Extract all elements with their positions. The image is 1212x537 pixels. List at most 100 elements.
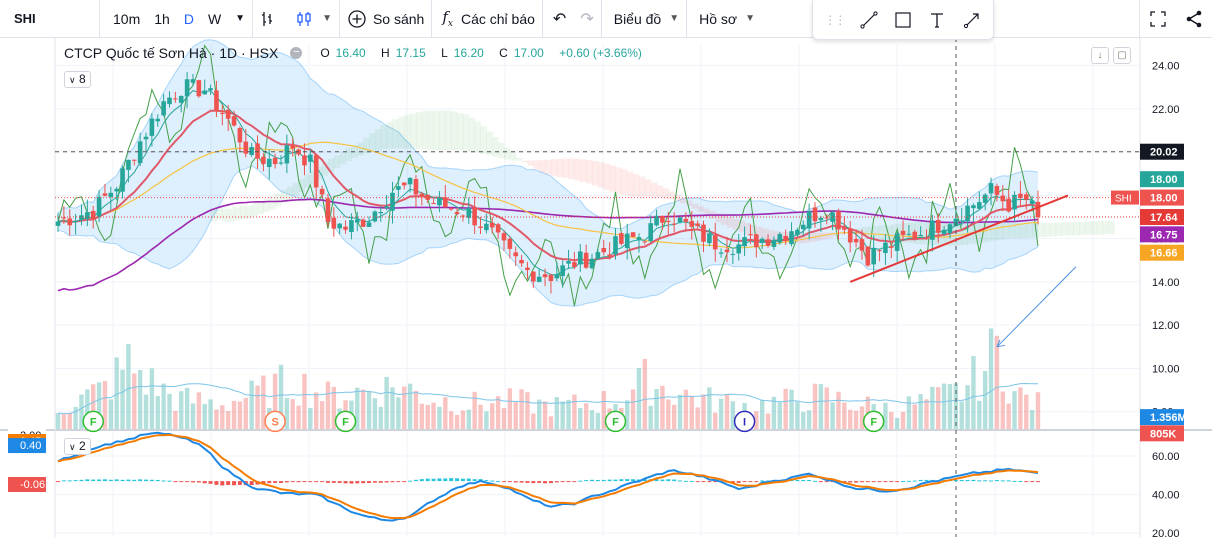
candle-body bbox=[677, 217, 683, 222]
maximize-pane-icon[interactable]: ▢ bbox=[1113, 47, 1131, 64]
text-icon[interactable] bbox=[927, 10, 947, 30]
macd-line bbox=[57, 431, 1039, 522]
compare-button[interactable]: So sánh bbox=[340, 0, 431, 38]
interval-d[interactable]: D bbox=[183, 10, 194, 27]
arrow-head-icon bbox=[996, 339, 1006, 348]
chart-type-menu[interactable]: Biểu đồ ▼ bbox=[602, 0, 686, 38]
histogram-bar bbox=[854, 481, 859, 483]
cloud-segment bbox=[316, 166, 323, 180]
volume-bar bbox=[214, 409, 219, 429]
histogram-bar bbox=[1012, 480, 1017, 482]
candle-body bbox=[178, 96, 184, 103]
candle-body bbox=[906, 233, 912, 235]
candle-body bbox=[865, 246, 871, 266]
rectangle-icon[interactable] bbox=[893, 10, 913, 30]
minus-icon[interactable]: − bbox=[290, 47, 303, 59]
cloud-segment bbox=[462, 114, 470, 151]
price-tick: 22.00 bbox=[1152, 104, 1180, 116]
undo-button[interactable]: ↶ bbox=[543, 0, 573, 38]
ma-mid-line bbox=[57, 141, 1039, 249]
histogram-bar bbox=[736, 481, 741, 483]
cloud-segment bbox=[357, 142, 364, 156]
volume-bar bbox=[513, 401, 518, 429]
histogram-bar bbox=[607, 479, 612, 482]
interval-w[interactable]: W bbox=[207, 10, 222, 27]
price-badge-text: 17.64 bbox=[1150, 212, 1178, 224]
cloud-segment bbox=[638, 176, 646, 197]
price-badge-bg bbox=[1140, 143, 1184, 160]
candle-body bbox=[683, 218, 689, 222]
cloud-segment bbox=[785, 232, 793, 243]
move-down-icon[interactable]: ↓ bbox=[1091, 47, 1109, 64]
change-value: +0.60 (+3.66%) bbox=[559, 46, 642, 60]
volume-bar bbox=[889, 411, 894, 429]
histogram-bar bbox=[278, 481, 283, 483]
trend-line-icon[interactable] bbox=[859, 10, 879, 30]
candle-body bbox=[437, 197, 442, 206]
volume-bar bbox=[290, 399, 295, 429]
candle-body bbox=[1023, 194, 1029, 200]
histogram-bar bbox=[226, 481, 231, 486]
osc-badge-text: -0.06 bbox=[20, 479, 45, 491]
bar-style-button[interactable] bbox=[253, 0, 287, 38]
histogram-bar bbox=[953, 479, 958, 482]
volume-bar bbox=[79, 394, 84, 429]
chart-canvas[interactable]: FSFFIF24.0022.0020.0018.0016.0014.0012.0… bbox=[0, 38, 1212, 537]
volume-bar bbox=[466, 409, 471, 429]
volume-bar bbox=[977, 400, 982, 429]
volume-bar bbox=[765, 413, 771, 429]
cloud-segment bbox=[210, 208, 217, 222]
histogram-bar bbox=[343, 481, 348, 484]
histogram-bar bbox=[525, 481, 530, 483]
candle-body bbox=[583, 252, 589, 268]
volume-bar bbox=[384, 376, 389, 429]
histogram-bar bbox=[202, 481, 207, 484]
candle-body bbox=[730, 253, 736, 255]
ma-long-line bbox=[57, 198, 1039, 292]
cloud-segment bbox=[280, 189, 288, 203]
histogram-bar bbox=[678, 480, 683, 482]
main-pane-indicators-toggle[interactable]: ∨ 8 bbox=[64, 71, 91, 88]
candle-style-button[interactable]: ▼ bbox=[287, 0, 339, 38]
candle-body bbox=[167, 97, 172, 105]
osc-pane-indicators-toggle[interactable]: ∨ 2 bbox=[64, 438, 91, 455]
candle-body bbox=[443, 197, 448, 208]
fullscreen-button[interactable] bbox=[1140, 0, 1176, 38]
cloud-segment bbox=[533, 160, 540, 170]
volume-bar bbox=[660, 385, 665, 429]
cloud-segment bbox=[715, 213, 722, 223]
candle-body bbox=[255, 143, 260, 159]
interval-10m[interactable]: 10m bbox=[113, 10, 141, 27]
volume-bar bbox=[853, 410, 859, 429]
histogram-bar bbox=[701, 481, 706, 483]
redo-button[interactable]: ↷ bbox=[573, 0, 600, 38]
candle-body bbox=[90, 210, 96, 219]
drag-handle-icon[interactable]: ⋮⋮ bbox=[824, 12, 846, 27]
cloud-segment bbox=[574, 158, 581, 181]
candle-body bbox=[319, 188, 325, 195]
candle-body bbox=[965, 205, 970, 222]
interval-dropdown[interactable]: ▼ bbox=[228, 0, 252, 38]
histogram-bar bbox=[1030, 481, 1035, 483]
price-badge-text: 18.00 bbox=[1150, 193, 1178, 205]
candle-body bbox=[812, 207, 818, 222]
cloud-segment bbox=[656, 185, 663, 198]
candle-body bbox=[278, 162, 284, 164]
interval-1h[interactable]: 1h bbox=[154, 10, 170, 27]
candle-body bbox=[888, 246, 894, 248]
candle-body bbox=[894, 233, 900, 251]
chevron-down-icon: ▼ bbox=[322, 13, 332, 24]
event-label: S bbox=[271, 416, 278, 428]
profile-menu[interactable]: Hồ sơ ▼ bbox=[687, 0, 762, 38]
candle-body bbox=[742, 237, 747, 247]
volume-bar bbox=[272, 373, 278, 429]
symbol-search[interactable]: SHI bbox=[0, 0, 100, 38]
volume-bar bbox=[73, 406, 78, 429]
volume-bar bbox=[1035, 392, 1041, 429]
arrow-tool-icon[interactable] bbox=[962, 10, 982, 30]
redo-icon: ↷ bbox=[580, 10, 594, 28]
share-button[interactable] bbox=[1176, 0, 1212, 38]
indicators-button[interactable]: fx Các chỉ báo bbox=[432, 0, 542, 38]
histogram-bar bbox=[431, 478, 436, 482]
candle-body bbox=[900, 230, 906, 235]
